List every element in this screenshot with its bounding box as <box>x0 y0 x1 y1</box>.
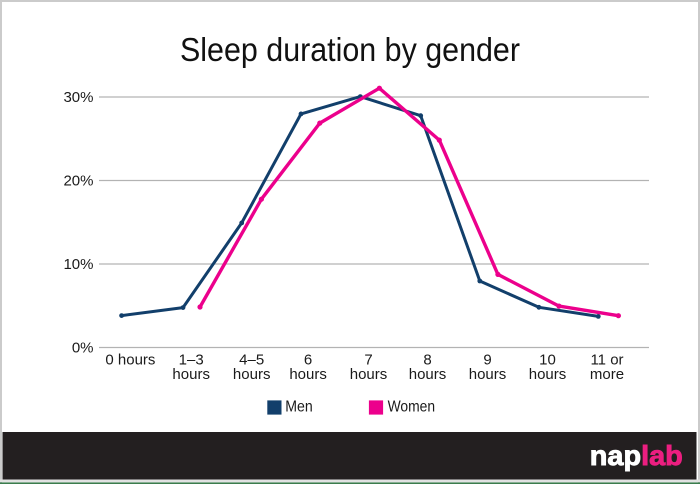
svg-text:10%: 10% <box>63 256 93 273</box>
svg-text:20%: 20% <box>63 173 93 190</box>
svg-text:7: 7 <box>364 351 372 368</box>
svg-text:11 or: 11 or <box>590 351 623 368</box>
svg-text:Men: Men <box>285 399 313 416</box>
svg-text:0 hours: 0 hours <box>105 351 155 368</box>
svg-text:Sleep duration by gender: Sleep duration by gender <box>180 31 520 68</box>
svg-text:hours: hours <box>233 366 271 383</box>
svg-text:hours: hours <box>529 366 567 383</box>
svg-text:9: 9 <box>483 351 491 368</box>
svg-text:hours: hours <box>172 366 210 383</box>
svg-text:30%: 30% <box>63 89 93 106</box>
svg-text:1–3: 1–3 <box>179 351 204 368</box>
svg-text:hours: hours <box>409 366 447 383</box>
svg-text:6: 6 <box>304 351 312 368</box>
svg-text:8: 8 <box>423 351 431 368</box>
svg-text:hours: hours <box>350 366 388 383</box>
svg-text:more: more <box>590 366 624 383</box>
svg-text:10: 10 <box>539 351 556 368</box>
svg-text:naplab: naplab <box>590 440 683 471</box>
svg-text:0%: 0% <box>72 340 94 357</box>
svg-text:hours: hours <box>469 366 507 383</box>
svg-text:hours: hours <box>289 366 327 383</box>
svg-text:4–5: 4–5 <box>239 351 264 368</box>
svg-text:Women: Women <box>388 399 436 416</box>
